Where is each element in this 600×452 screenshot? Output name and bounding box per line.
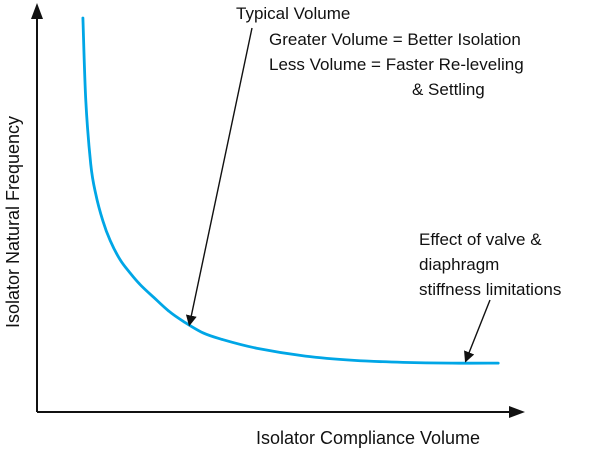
annotation-arrow [185,27,253,327]
annotation-valve-line-3: stiffness limitations [419,280,561,299]
annotation-less-volume: Less Volume = Faster Re-leveling [269,55,524,74]
series-line [81,16,500,365]
annotation-greater-volume: Greater Volume = Better Isolation [269,30,521,49]
annotation-valve-limitations: Effect of valve & diaphragm stiffness li… [419,230,561,363]
axes [31,3,525,418]
annotation-typical-volume-label: Typical Volume [236,4,350,23]
annotation-volume-tradeoff: Greater Volume = Better Isolation Less V… [269,30,524,99]
annotation-arrow [464,299,491,363]
y-axis-arrow-icon [31,3,43,19]
x-axis-arrow-icon [509,406,525,418]
annotation-valve-line-2: diaphragm [419,255,499,274]
y-axis-label: Isolator Natural Frequency [3,116,23,328]
annotation-valve-line-1: Effect of valve & [419,230,542,249]
annotation-typical-volume: Typical Volume [185,4,350,327]
x-axis-label: Isolator Compliance Volume [256,428,480,448]
annotation-settling: & Settling [412,80,485,99]
